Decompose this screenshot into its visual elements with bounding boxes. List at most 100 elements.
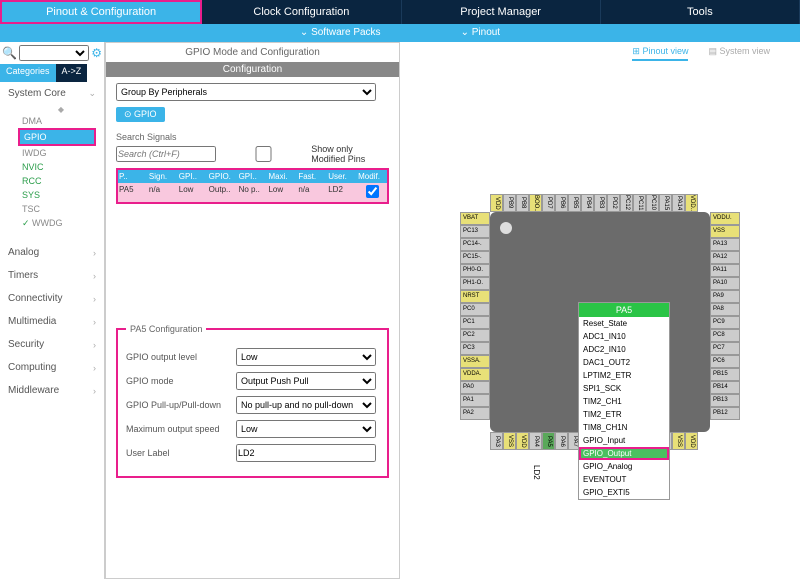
pin-vss[interactable]: VSS: [503, 432, 516, 450]
subtab-pinout[interactable]: Pinout: [461, 24, 501, 42]
pin-pb9[interactable]: PB9: [503, 194, 516, 212]
ctx-adc1[interactable]: ADC1_IN10: [579, 330, 669, 343]
pin-pa4[interactable]: PA4: [529, 432, 542, 450]
pin-pa9[interactable]: PA9: [710, 290, 740, 303]
th-signal[interactable]: Sign.: [148, 170, 178, 183]
tab-tools[interactable]: Tools: [601, 0, 800, 24]
item-rcc[interactable]: RCC: [18, 174, 104, 188]
user-label-input[interactable]: [236, 444, 376, 462]
pin-pc14[interactable]: PC14-.: [460, 238, 490, 251]
cat-timers[interactable]: Timers›: [0, 264, 104, 287]
pin-nrst[interactable]: NRST: [460, 290, 490, 303]
ctx-dac1[interactable]: DAC1_OUT2: [579, 356, 669, 369]
pin-vdd[interactable]: VDD: [685, 432, 698, 450]
pin-ph1o[interactable]: PH1-O.: [460, 277, 490, 290]
modified-checkbox[interactable]: [366, 185, 379, 198]
chip-diagram[interactable]: S7 VDDPB9PB8BOO..PD7PB6PB5PB4PB3PD2PC12P…: [460, 182, 740, 462]
th-gpio-out[interactable]: GPI..: [178, 170, 208, 183]
pin-vdd[interactable]: VDD: [516, 432, 529, 450]
ctx-adc2[interactable]: ADC2_IN10: [579, 343, 669, 356]
pin-pc7[interactable]: PC7: [710, 342, 740, 355]
tab-clock-config[interactable]: Clock Configuration: [202, 0, 401, 24]
cat-security[interactable]: Security›: [0, 333, 104, 356]
pin-pb12[interactable]: PB12: [710, 407, 740, 420]
th-pin[interactable]: P..: [118, 170, 148, 183]
pin-vdd[interactable]: VDD: [490, 194, 503, 212]
pin-pc2[interactable]: PC2: [460, 329, 490, 342]
tab-pinout-config[interactable]: Pinout & Configuration: [0, 0, 202, 24]
pin-pc12[interactable]: PC12: [620, 194, 633, 212]
pin-pc0[interactable]: PC0: [460, 303, 490, 316]
gpio-mode-select[interactable]: Output Push Pull: [236, 372, 376, 390]
ctx-spi1[interactable]: SPI1_SCK: [579, 382, 669, 395]
pin-pc9[interactable]: PC9: [710, 316, 740, 329]
ctx-gpio-output[interactable]: GPIO_Output: [579, 447, 669, 460]
cat-middleware[interactable]: Middleware›: [0, 379, 104, 402]
pin-pa13[interactable]: PA13: [710, 238, 740, 251]
pin-pa2[interactable]: PA2: [460, 407, 490, 420]
pin-pb8[interactable]: PB8: [516, 194, 529, 212]
search-select[interactable]: [19, 45, 89, 61]
pin-vddu[interactable]: VDDU.: [710, 212, 740, 225]
cat-analog[interactable]: Analog›: [0, 241, 104, 264]
table-row[interactable]: PA5 n/a Low Outp.. No p.. Low n/a LD2: [118, 183, 387, 202]
pin-pc15[interactable]: PC15-.: [460, 251, 490, 264]
pin-vss[interactable]: VSS: [710, 225, 740, 238]
pin-vdd[interactable]: VDD..: [685, 194, 698, 212]
pin-pb15[interactable]: PB15: [710, 368, 740, 381]
ctx-reset-state[interactable]: Reset_State: [579, 317, 669, 330]
pin-pa0[interactable]: PA0: [460, 381, 490, 394]
gear-icon[interactable]: ⚙: [91, 46, 102, 60]
item-wwdg[interactable]: WWDG: [18, 216, 104, 231]
gpio-chip[interactable]: GPIO: [116, 107, 165, 122]
pin-pc11[interactable]: PC11: [633, 194, 646, 212]
ctx-tim2etr[interactable]: TIM2_ETR: [579, 408, 669, 421]
pin-ph0o[interactable]: PH0-O.: [460, 264, 490, 277]
ctx-gpio-analog[interactable]: GPIO_Analog: [579, 460, 669, 473]
pin-pa6[interactable]: PA6: [555, 432, 568, 450]
pin-pc13[interactable]: PC13: [460, 225, 490, 238]
pinout-viewer[interactable]: Pinout view System view S7 VDDPB9PB8BOO.…: [400, 42, 800, 579]
pin-pb5[interactable]: PB5: [568, 194, 581, 212]
th-user[interactable]: User.: [327, 170, 357, 183]
pin-pa5[interactable]: PA5: [542, 432, 555, 450]
tab-a-to-z[interactable]: A->Z: [56, 64, 88, 82]
ctx-gpio-input[interactable]: GPIO_Input: [579, 434, 669, 447]
item-gpio[interactable]: GPIO: [18, 128, 96, 146]
pin-pd7[interactable]: PD7: [542, 194, 555, 212]
gpio-output-level-select[interactable]: Low: [236, 348, 376, 366]
pin-vbat[interactable]: VBAT: [460, 212, 490, 225]
item-tsc[interactable]: TSC: [18, 202, 104, 216]
cat-computing[interactable]: Computing›: [0, 356, 104, 379]
cat-multimedia[interactable]: Multimedia›: [0, 310, 104, 333]
system-view-toggle[interactable]: System view: [708, 46, 770, 61]
pin-vss[interactable]: VSS: [672, 432, 685, 450]
subtab-software-packs[interactable]: Software Packs: [300, 24, 381, 42]
pin-pa1[interactable]: PA1: [460, 394, 490, 407]
pin-pa14[interactable]: PA14: [672, 194, 685, 212]
item-sys[interactable]: SYS: [18, 188, 104, 202]
pin-pa10[interactable]: PA10: [710, 277, 740, 290]
pin-pb6[interactable]: PB6: [555, 194, 568, 212]
pin-pa12[interactable]: PA12: [710, 251, 740, 264]
item-nvic[interactable]: NVIC: [18, 160, 104, 174]
gpio-pull-select[interactable]: No pull-up and no pull-down: [236, 396, 376, 414]
pin-pc3[interactable]: PC3: [460, 342, 490, 355]
pin-pc10[interactable]: PC10: [646, 194, 659, 212]
tab-categories[interactable]: Categories: [0, 64, 56, 82]
th-gpio-mode[interactable]: GPIO.: [208, 170, 238, 183]
pin-pd2[interactable]: PD2: [607, 194, 620, 212]
pin-boo[interactable]: BOO..: [529, 194, 542, 212]
search-signals-input[interactable]: [116, 146, 216, 162]
pin-pa11[interactable]: PA11: [710, 264, 740, 277]
pin-vdda[interactable]: VDDA.: [460, 368, 490, 381]
pinout-view-toggle[interactable]: Pinout view: [632, 46, 688, 61]
pin-pb13[interactable]: PB13: [710, 394, 740, 407]
group-by-select[interactable]: Group By Peripherals: [116, 83, 376, 101]
pin-pc6[interactable]: PC6: [710, 355, 740, 368]
th-modified[interactable]: Modif.: [357, 170, 387, 183]
ctx-tim2ch1[interactable]: TIM2_CH1: [579, 395, 669, 408]
show-modified-checkbox[interactable]: [224, 146, 303, 162]
pin-pc8[interactable]: PC8: [710, 329, 740, 342]
ctx-tim8[interactable]: TIM8_CH1N: [579, 421, 669, 434]
